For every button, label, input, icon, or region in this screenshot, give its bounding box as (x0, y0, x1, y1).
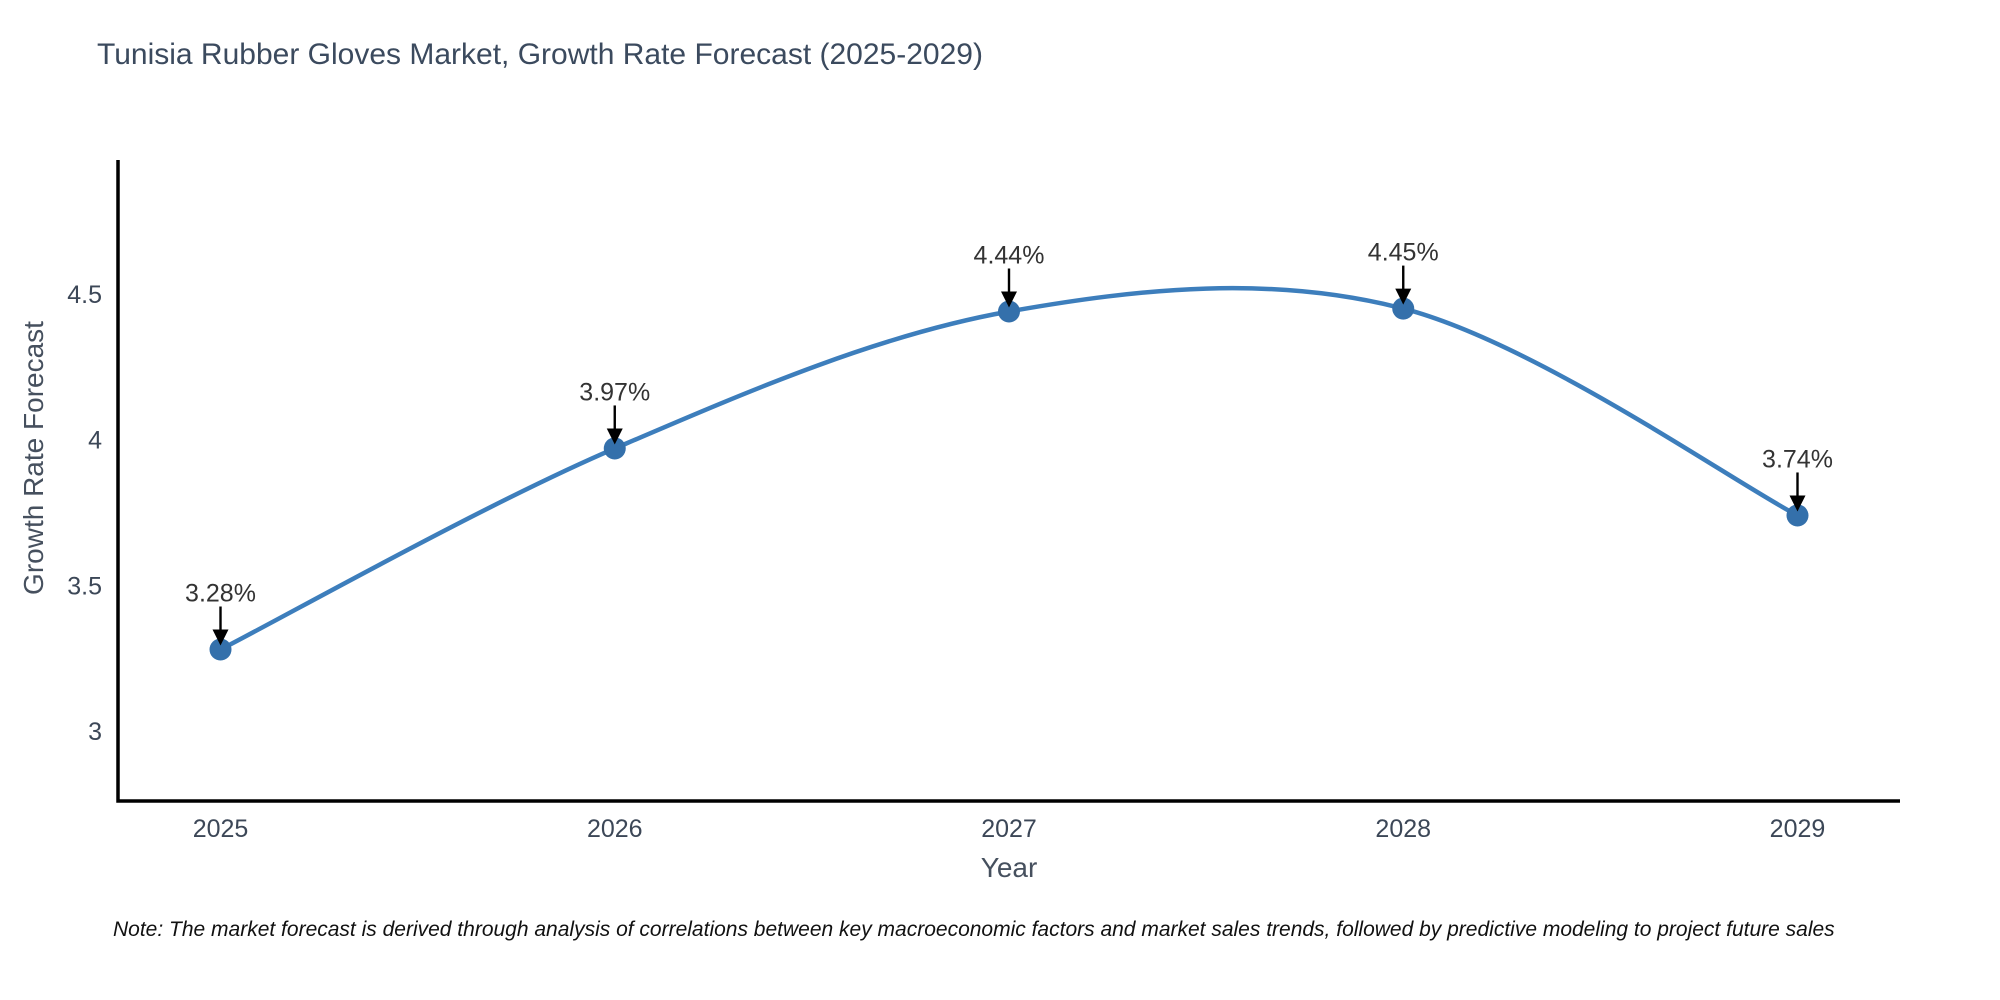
x-tick-label: 2029 (1770, 815, 1826, 843)
y-tick-label: 3.5 (67, 572, 102, 600)
point-annotation-label: 3.74% (1762, 445, 1833, 473)
chart-title: Tunisia Rubber Gloves Market, Growth Rat… (97, 38, 983, 71)
data-point-marker (209, 638, 232, 661)
chart-footnote: Note: The market forecast is derived thr… (113, 918, 1835, 941)
point-annotation-label: 4.45% (1368, 239, 1439, 267)
x-tick-label: 2027 (981, 815, 1037, 843)
y-tick-label: 4.5 (67, 281, 102, 309)
data-point-marker (1786, 504, 1809, 527)
annotation-arrowhead (1001, 291, 1017, 308)
annotation-arrowhead (212, 629, 229, 646)
annotation-arrowhead (1395, 288, 1412, 305)
data-point-marker (603, 437, 626, 460)
annotation-arrowhead (1789, 495, 1806, 512)
line-series-path (218, 285, 1800, 652)
point-annotation-label: 3.97% (579, 378, 650, 406)
x-tick-label: 2028 (1375, 815, 1431, 843)
data-point-marker (1392, 297, 1415, 320)
axis-spines (116, 160, 1900, 803)
annotation-arrowhead (606, 428, 623, 445)
y-tick-label: 4 (88, 427, 102, 455)
x-tick-label: 2025 (193, 815, 249, 843)
y-tick-label: 3 (88, 718, 102, 746)
point-annotation-label: 3.28% (185, 579, 256, 607)
x-axis-title: Year (980, 852, 1038, 883)
x-tick-label: 2026 (587, 815, 643, 843)
point-annotation-label: 4.44% (974, 242, 1045, 270)
data-point-marker (998, 300, 1020, 323)
